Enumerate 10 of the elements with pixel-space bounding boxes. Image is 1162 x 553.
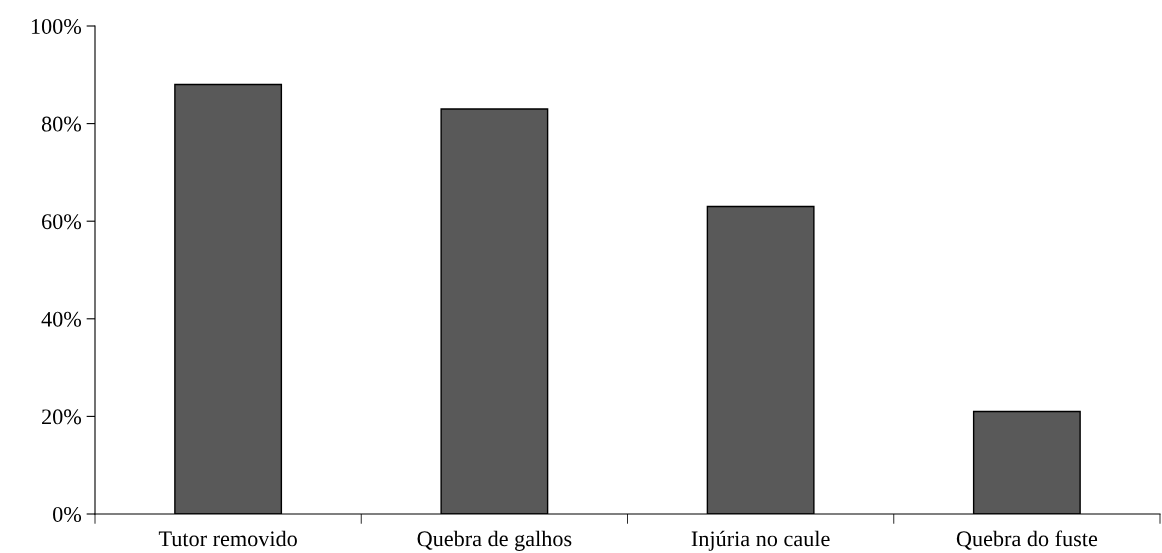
x-tick-label: Injúria no caule — [691, 530, 830, 551]
x-tick-label: Quebra de galhos — [417, 530, 572, 551]
y-tick-label: 100% — [31, 18, 82, 34]
y-tick-label: 80% — [41, 116, 82, 132]
y-tick-label: 20% — [42, 409, 82, 425]
y-tick-label: 0% — [53, 506, 82, 522]
y-tick-label: 40% — [41, 311, 82, 327]
y-tick-label: 60% — [42, 214, 82, 230]
x-tick-label: Quebra do fuste — [956, 530, 1098, 550]
x-tick-label: Tutor removido — [158, 530, 297, 547]
